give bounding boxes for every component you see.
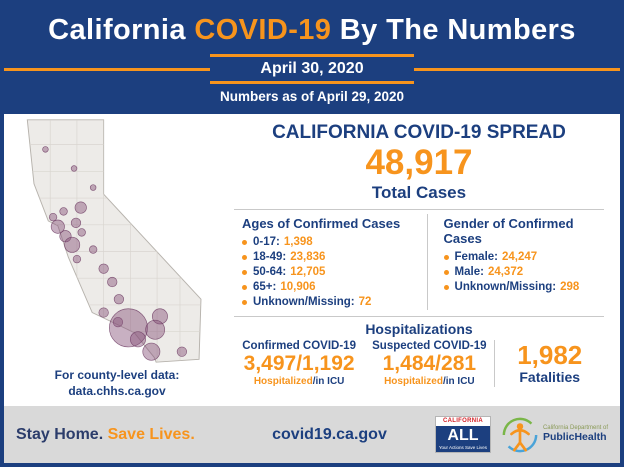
california-bubble-map	[26, 119, 202, 363]
total-cases-label: Total Cases	[371, 182, 467, 202]
age-label: 50-64:	[253, 266, 287, 278]
case-bubbles	[42, 146, 187, 361]
age-value: 23,836	[290, 251, 326, 263]
cdph-publichealth-text: PublicHealth	[542, 431, 607, 444]
hospitalized-label: Hospitalized	[253, 375, 313, 387]
age-item: 0-17: 1,398	[242, 235, 427, 250]
ages-title: Ages of Confirmed Cases	[242, 215, 401, 231]
as-of-date: Numbers as of April 29, 2020	[219, 89, 405, 104]
gender-label: Female:	[454, 251, 498, 263]
california-outline	[26, 119, 202, 363]
spread-title: CALIFORNIA COVID-19 SPREAD	[272, 122, 566, 143]
ages-gender-section: Ages of Confirmed Cases 0-17: 1,398 18-49…	[234, 213, 604, 310]
cdph-logo-text: California Department of PublicHealth	[543, 425, 608, 443]
age-label: 65+:	[253, 281, 277, 293]
map-column: For county-level data: data.chhs.ca.gov	[4, 114, 230, 406]
suspected-value: 1,484/281	[382, 351, 477, 375]
header-banner: California COVID-19 By The Numbers April…	[4, 4, 620, 114]
confirmed-sublabel: Hospitalized/in ICU	[234, 376, 364, 387]
california-all-logo-all: ALL	[447, 426, 479, 444]
fatalities-section: 1,982 Fatalities	[495, 341, 604, 386]
confirmed-value: 3,497/1,192	[243, 351, 355, 375]
age-item: Unknown/Missing: 72	[242, 295, 427, 310]
county-data-caption-line1: For county-level data:	[54, 368, 180, 382]
bullet-dot-icon	[242, 284, 247, 290]
fatalities-label: Fatalities	[519, 369, 581, 386]
in-icu-label: /in ICU	[312, 375, 345, 387]
county-data-caption: For county-level data: data.chhs.ca.gov	[55, 368, 180, 399]
fatalities-value: 1,982	[517, 339, 583, 370]
bullet-dot-icon	[443, 254, 449, 260]
page-title: California COVID-19 By The Numbers	[4, 14, 620, 47]
bullet-dot-icon	[242, 239, 247, 245]
confirmed-label: Confirmed COVID-19	[242, 339, 356, 352]
age-label: Unknown/Missing:	[253, 296, 355, 308]
in-icu-label: /in ICU	[442, 375, 475, 387]
age-value: 1,398	[283, 236, 313, 248]
vertical-divider	[494, 339, 496, 387]
footer-logos: CALIFORNIA ALL Your Actions Save Lives C…	[434, 415, 608, 454]
gender-item: Unknown/Missing: 298	[443, 280, 604, 295]
bullet-dot-icon	[443, 284, 449, 290]
gender-label: Unknown/Missing:	[454, 281, 557, 293]
county-data-link[interactable]: data.chhs.ca.gov	[68, 383, 166, 398]
divider-top	[234, 208, 604, 210]
gender-label: Male:	[454, 266, 484, 278]
title-part-2: By The Numbers	[331, 14, 576, 46]
age-item: 18-49: 23,836	[242, 250, 427, 265]
suspected-sublabel: Hospitalized/in ICU	[364, 376, 494, 387]
bullet-dot-icon	[242, 254, 247, 260]
stay-home-text: Stay Home.	[16, 425, 104, 443]
save-lives-text: Save Lives.	[107, 425, 195, 443]
age-item: 65+: 10,906	[242, 280, 427, 295]
ages-list: 0-17: 1,398 18-49: 23,836 50-64: 12,705 65+…	[242, 235, 427, 310]
footer-bar: Stay Home. Save Lives. covid19.ca.gov CA…	[4, 406, 620, 463]
gender-value: 24,372	[487, 266, 524, 278]
bullet-dot-icon	[443, 269, 449, 275]
title-part-1: California	[48, 14, 195, 46]
gender-item: Male: 24,372	[443, 265, 604, 280]
bullet-dot-icon	[242, 299, 247, 305]
suspected-label: Suspected COVID-19	[372, 339, 487, 352]
california-all-logo: CALIFORNIA ALL Your Actions Save Lives	[434, 415, 491, 454]
title-covid19: COVID-19	[194, 14, 332, 46]
age-item: 50-64: 12,705	[242, 265, 427, 280]
ages-section: Ages of Confirmed Cases 0-17: 1,398 18-49…	[234, 214, 427, 310]
age-value: 72	[358, 296, 372, 308]
age-value: 12,705	[290, 266, 326, 278]
age-value: 10,906	[280, 281, 316, 293]
age-label: 18-49:	[253, 251, 287, 263]
cdph-logo: California Department of PublicHealth	[501, 416, 608, 454]
hospitalizations-title: Hospitalizations	[365, 320, 473, 337]
california-all-logo-top: CALIFORNIA	[435, 416, 490, 426]
vertical-divider	[426, 213, 428, 310]
bullet-dot-icon	[242, 269, 247, 275]
gender-item: Female: 24,247	[443, 250, 604, 265]
date-ribbon: April 30, 2020	[4, 54, 620, 84]
cdph-emblem-icon	[502, 417, 538, 452]
gender-title: Gender of Confirmed Cases	[443, 215, 574, 246]
suspected-hospitalizations: Suspected COVID-19 1,484/281 Hospitalize…	[364, 340, 494, 387]
ribbon-line-right	[413, 67, 620, 71]
gender-value: 24,247	[502, 251, 538, 263]
total-cases-value: 48,917	[365, 143, 473, 182]
gender-section: Gender of Confirmed Cases Female: 24,247 …	[428, 214, 604, 310]
hospitalizations-row: Confirmed COVID-19 3,497/1,192 Hospitali…	[234, 339, 604, 387]
hospitalized-label: Hospitalized	[384, 375, 443, 387]
report-date: April 30, 2020	[210, 54, 414, 84]
gender-value: 298	[560, 281, 580, 293]
stats-column: CALIFORNIA COVID-19 SPREAD 48,917 Total …	[230, 114, 620, 406]
california-all-logo-tagline: Your Actions Save Lives	[438, 444, 488, 450]
stay-home-save-lives: Stay Home. Save Lives.	[16, 426, 224, 444]
age-label: 0-17:	[253, 236, 280, 248]
main-content: For county-level data: data.chhs.ca.gov …	[4, 114, 620, 406]
divider-bottom	[234, 315, 604, 317]
covid-url-link[interactable]: covid19.ca.gov	[272, 425, 387, 443]
ribbon-line-left	[4, 67, 211, 71]
confirmed-hospitalizations: Confirmed COVID-19 3,497/1,192 Hospitali…	[234, 340, 364, 387]
gender-list: Female: 24,247 Male: 24,372 Unknown/Missin…	[443, 250, 604, 295]
cdph-dept-text: California Department of	[542, 425, 608, 432]
